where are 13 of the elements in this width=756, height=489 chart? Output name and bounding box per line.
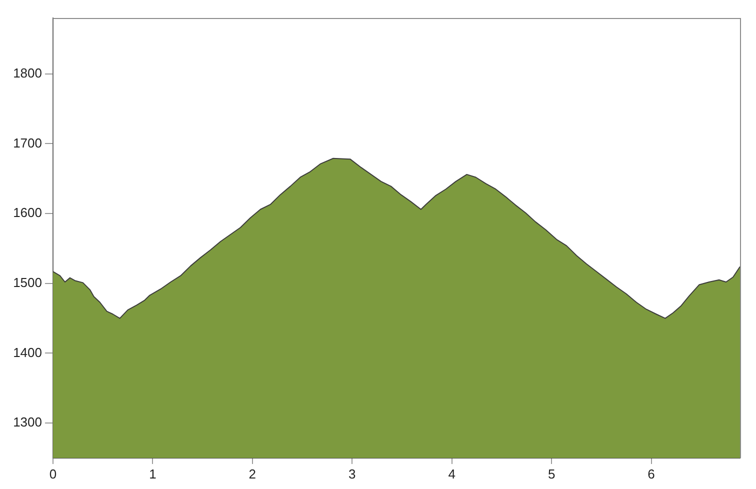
x-tick-label: 4 [448,466,456,482]
y-tick-label: 1300 [13,414,42,430]
y-tick-label: 1400 [13,344,42,360]
x-tick-label: 2 [248,466,256,482]
x-tick-label: 1 [149,466,156,482]
y-tick-label: 1800 [13,65,42,80]
x-tick-label: 0 [49,466,57,482]
y-tick-label: 1500 [13,274,42,290]
x-tick-label: 5 [548,466,556,482]
x-tick-label: 3 [348,466,356,482]
y-tick-label: 1600 [13,205,42,220]
x-tick-label: 6 [648,466,655,482]
y-tick-label: 1700 [13,135,42,150]
